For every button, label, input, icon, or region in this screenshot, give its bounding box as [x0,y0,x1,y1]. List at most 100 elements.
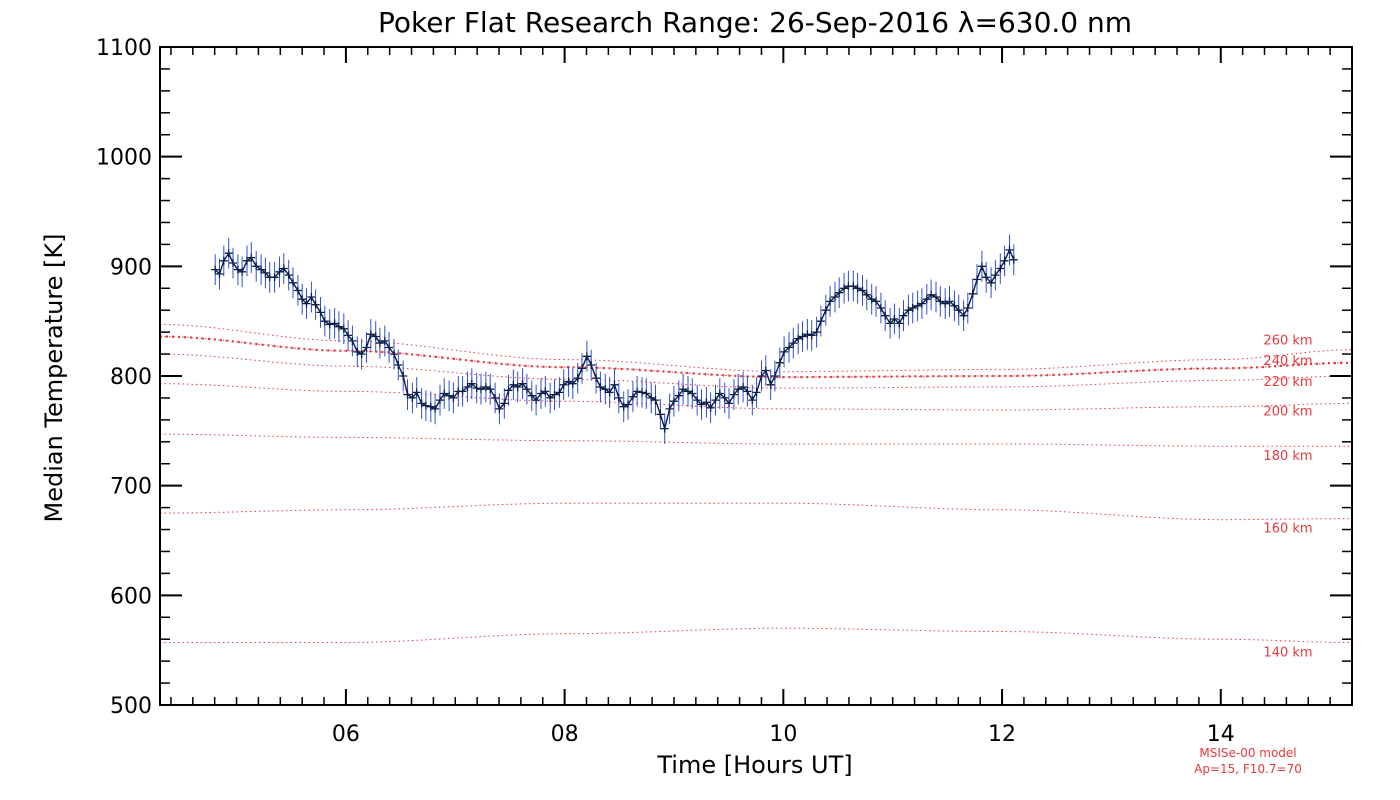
model-curve-200-km [160,383,1352,411]
model-curve-240-km [159,336,1353,378]
data-point [862,290,871,299]
data-point [812,328,821,337]
model-label-180-km: 180 km [1263,449,1312,464]
data-point [991,271,1000,280]
y-tick-label: 900 [110,255,152,280]
data-point [371,332,380,341]
model-label-240-km: 240 km [1263,354,1312,369]
data-point [950,301,959,310]
data-point [504,386,513,395]
data-point [624,400,632,409]
data-point [715,389,724,398]
data-point [849,282,858,291]
data-point [380,336,389,345]
data-point [215,270,224,278]
data-point [605,388,614,397]
data-point [954,306,963,315]
data-point [279,264,288,273]
data-point [904,306,913,315]
y-tick-label: 1100 [96,36,152,61]
data-point [467,379,476,388]
data-point [684,387,692,396]
y-tick-label: 700 [110,475,152,500]
data-point [403,390,412,399]
data-point [821,306,830,315]
data-point [665,404,674,413]
data-point [1009,255,1018,264]
axes [159,46,1353,706]
data-point [229,259,237,267]
data-point [917,299,926,308]
model-label-260-km: 260 km [1263,334,1312,349]
data-point [578,364,586,373]
data-point [546,393,555,402]
data-point [789,339,798,348]
x-tick-label: 06 [332,722,360,747]
y-axis-label: Median Temperature [K] [40,233,68,522]
data-point [725,399,733,408]
data-point [302,299,311,308]
data-point [261,268,270,277]
data-point [706,403,715,412]
model-curve-220-km [160,353,1352,389]
data-point [826,297,835,306]
data-point [270,273,279,282]
data-point [876,304,885,312]
data-point [619,402,628,411]
data-point [881,311,890,320]
data-point [353,347,362,356]
data-point [495,404,504,413]
data-point [491,393,500,402]
data-series [211,234,1018,444]
data-point [996,264,1005,273]
data-point [219,256,228,265]
data-point [325,320,334,329]
data-point [412,388,421,397]
data-point [385,343,394,352]
data-point [339,324,348,333]
model-label-220-km: 220 km [1263,375,1312,390]
data-point [922,295,931,304]
data-point [284,271,293,280]
data-point [945,297,954,306]
data-point [679,385,688,394]
data-point [913,301,922,310]
data-point [298,295,307,304]
data-point [770,372,779,380]
data-point [394,361,403,369]
data-point [739,383,748,391]
model-curves [159,324,1353,643]
data-point [1000,256,1009,265]
data-point [477,385,485,394]
data-point [932,293,940,301]
data-point [233,265,242,274]
y-tick-label: 600 [110,584,152,609]
data-point [463,383,472,391]
data-point [486,385,495,394]
data-point [702,398,711,407]
data-point [927,290,936,299]
data-point [357,350,366,359]
data-point [867,295,876,304]
data-point [431,404,440,413]
data-point [417,399,426,408]
data-point [638,388,646,397]
data-point [568,379,577,388]
data-point [289,278,297,287]
data-point [674,391,683,400]
data-point [440,389,449,398]
data-point [688,389,697,398]
data-point [614,393,623,402]
data-point [734,385,743,394]
data-point [555,388,564,397]
data-point [527,391,536,400]
data-point [334,322,343,331]
data-point [481,383,490,391]
data-point [224,249,233,258]
model-note-line-1: MSISe-00 model [1199,746,1296,760]
data-point [959,311,968,320]
model-labels: 140 km 160 km 180 km 200 km 220 km 240 km 260 … [1263,334,1312,661]
data-point [853,284,862,293]
data-point [798,332,807,341]
data-point [697,400,706,409]
